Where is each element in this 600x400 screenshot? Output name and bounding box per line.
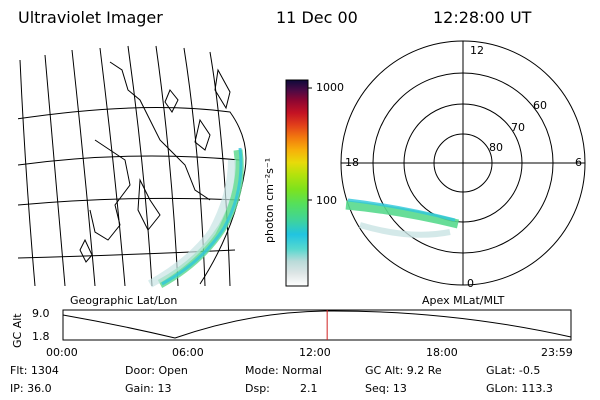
timeline-x-tick-0600: 06:00: [172, 346, 204, 359]
mlt-label-6: 6: [575, 156, 582, 169]
timeline-y-tick-1-8: 1.8: [32, 330, 50, 343]
geo-longitude: GLon: 113.3: [486, 382, 553, 395]
timeline-x-tick-2359: 23:59: [541, 346, 573, 359]
aurora-band-geographic: [148, 147, 244, 288]
date-label: 11 Dec 00: [276, 8, 358, 27]
timeline-y-label: GC Alt: [11, 313, 24, 348]
gc-altitude: GC Alt: 9.2 Re: [365, 364, 442, 377]
colorbar-tick-100: 100: [316, 194, 337, 207]
altitude-timeline: [62, 309, 572, 341]
timeline-x-tick-0000: 00:00: [46, 346, 78, 359]
dsp-label: Dsp:: [245, 382, 270, 395]
timeline-x-tick-1200: 12:00: [299, 346, 331, 359]
dsp-value: 2.1: [300, 382, 318, 395]
polar-plot: [340, 40, 586, 286]
ip-value: IP: 36.0: [10, 382, 52, 395]
mlt-label-0: 0: [467, 277, 474, 290]
timeline-y-tick-9: 9.0: [32, 307, 50, 320]
instrument-title: Ultraviolet Imager: [18, 8, 163, 27]
geo-latitude: GLat: -0.5: [486, 364, 541, 377]
colorbar: [285, 79, 312, 287]
mlat-label-60: 60: [533, 99, 547, 112]
mlt-label-12: 12: [470, 44, 484, 57]
gain-value: Gain: 13: [125, 382, 172, 395]
colorbar-unit-label: photon cm⁻²s⁻¹: [263, 157, 276, 243]
colorbar-tick-1000: 1000: [316, 81, 344, 94]
polar-plot-label: Apex MLat/MLT: [422, 294, 505, 307]
mlt-label-18: 18: [345, 156, 359, 169]
sequence-number: Seq: 13: [365, 382, 407, 395]
flight-number: Flt: 1304: [10, 364, 59, 377]
mlat-label-70: 70: [511, 121, 525, 134]
mlat-label-80: 80: [489, 141, 503, 154]
mode-value: Mode: Normal: [245, 364, 322, 377]
geo-map-label: Geographic Lat/Lon: [70, 294, 178, 307]
door-status: Door: Open: [125, 364, 188, 377]
geographic-map: [18, 45, 247, 288]
timeline-x-tick-1800: 18:00: [426, 346, 458, 359]
time-label: 12:28:00 UT: [433, 8, 532, 27]
